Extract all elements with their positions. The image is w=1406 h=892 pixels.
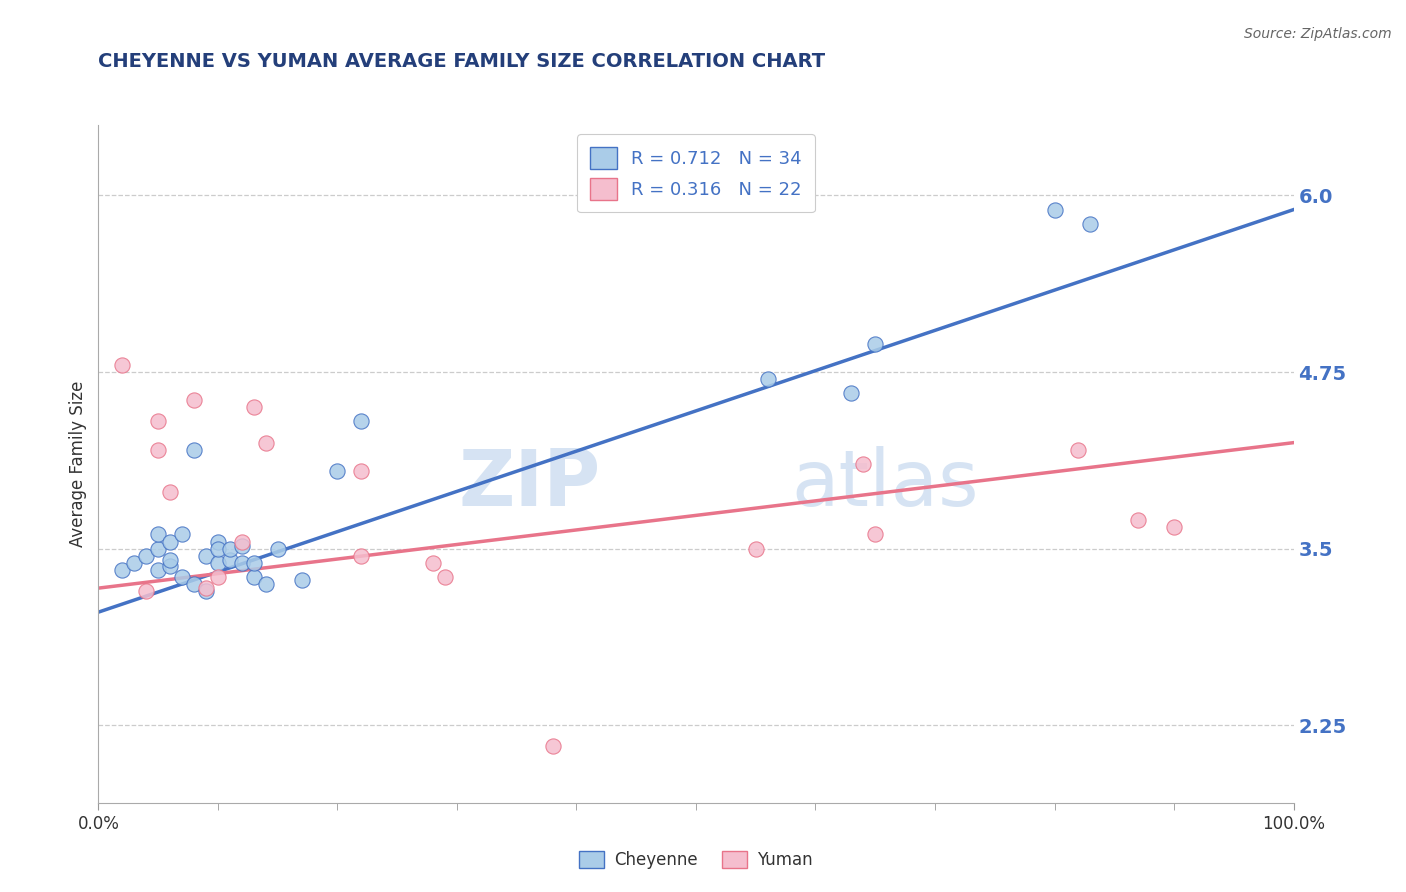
Point (183, 393, 205, 408)
Point (183, 442, 205, 457)
Point (135, 549, 157, 563)
Point (148, 527, 170, 541)
Point (207, 534, 229, 549)
Point (148, 563, 170, 577)
Point (159, 558, 181, 573)
Point (219, 541, 242, 556)
Point (433, 570, 456, 584)
Point (756, 372, 779, 386)
Point (839, 386, 862, 401)
Point (172, 527, 194, 541)
Point (231, 534, 253, 549)
Point (148, 414, 170, 429)
Point (254, 577, 277, 591)
Point (124, 556, 146, 570)
Point (207, 570, 229, 584)
Point (243, 570, 266, 584)
Y-axis label: Average Family Size: Average Family Size (69, 381, 87, 547)
Point (111, 563, 134, 577)
Point (207, 541, 229, 556)
Point (852, 457, 875, 471)
Point (148, 541, 170, 556)
Point (267, 541, 290, 556)
Point (1163, 520, 1185, 534)
Point (350, 414, 373, 429)
Point (422, 556, 444, 570)
Point (243, 401, 266, 415)
Point (231, 556, 253, 570)
Point (194, 549, 217, 563)
Point (183, 577, 205, 591)
Text: CHEYENNE VS YUMAN AVERAGE FAMILY SIZE CORRELATION CHART: CHEYENNE VS YUMAN AVERAGE FAMILY SIZE CO… (98, 53, 825, 71)
Text: Source: ZipAtlas.com: Source: ZipAtlas.com (1244, 27, 1392, 41)
Point (1043, 202, 1066, 217)
Point (326, 464, 349, 478)
Point (135, 583, 157, 598)
Point (194, 583, 217, 598)
Point (194, 581, 217, 595)
Point (254, 435, 277, 450)
Point (863, 527, 886, 541)
Point (745, 541, 768, 556)
Point (243, 556, 266, 570)
Text: ZIP: ZIP (458, 446, 600, 522)
Point (1080, 217, 1102, 231)
Point (172, 570, 194, 584)
Text: atlas: atlas (792, 446, 979, 522)
Point (350, 549, 373, 563)
Point (159, 485, 181, 500)
Point (159, 534, 181, 549)
Point (1128, 513, 1150, 527)
Point (159, 553, 181, 567)
Point (1067, 442, 1090, 457)
Point (231, 539, 253, 553)
Legend: Cheyenne, Yuman: Cheyenne, Yuman (572, 845, 820, 876)
Point (219, 553, 242, 567)
Point (350, 464, 373, 478)
Point (541, 739, 564, 754)
Point (111, 358, 134, 372)
Point (148, 442, 170, 457)
Point (207, 556, 229, 570)
Point (863, 336, 886, 351)
Point (290, 573, 312, 587)
